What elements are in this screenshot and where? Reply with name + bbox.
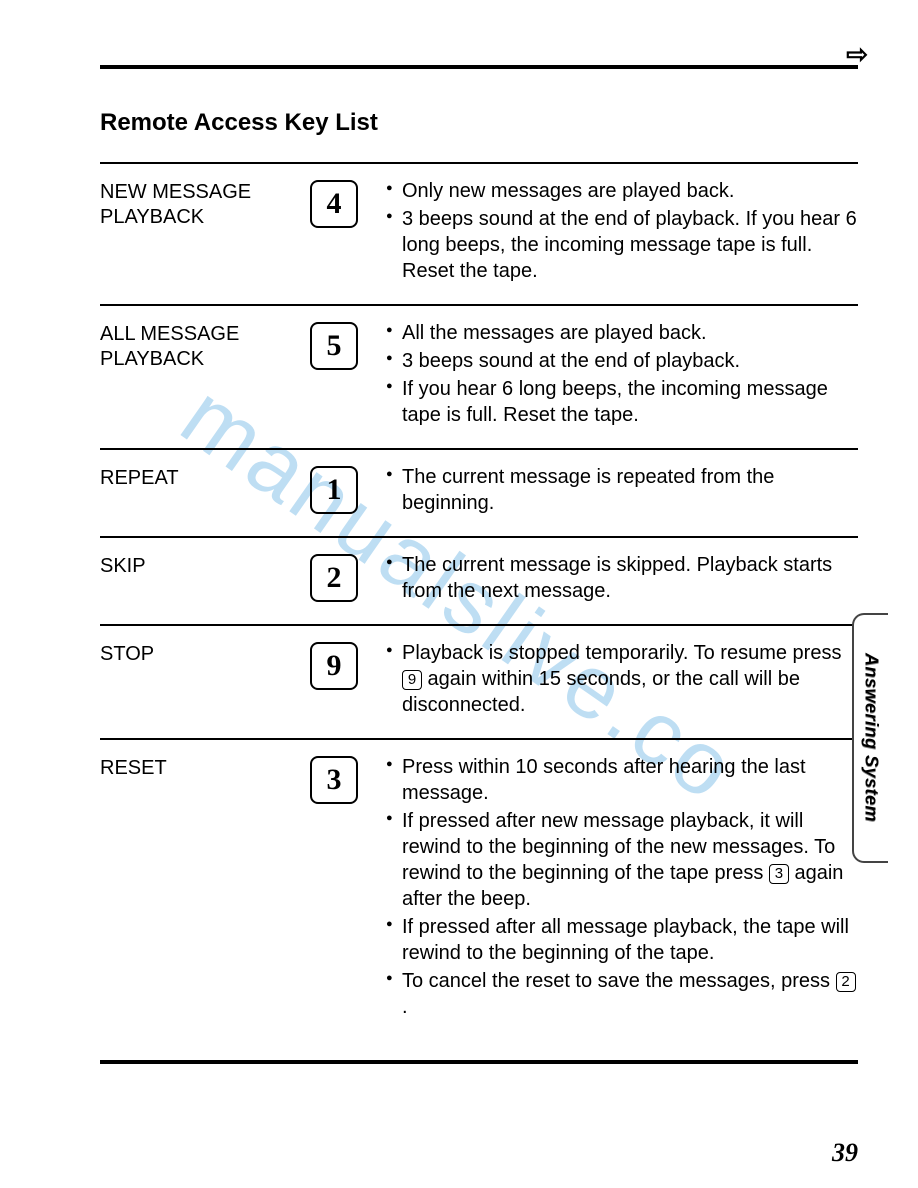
- bullet-item: 3 beeps sound at the end of playback. If…: [386, 206, 858, 284]
- key-icon: 3: [310, 756, 358, 804]
- key-list-table: NEW MESSAGEPLAYBACK4 Only new messages ar…: [100, 162, 858, 1040]
- table-row: NEW MESSAGEPLAYBACK4 Only new messages ar…: [100, 162, 858, 304]
- bullet-item: The current message is repeated from the…: [386, 464, 858, 516]
- bullet-text: again within 15 seconds, or the call wil…: [402, 668, 800, 716]
- table-row: STOP9Playback is stopped temporarily. To…: [100, 624, 858, 738]
- description: Only new messages are played back.3 beep…: [386, 178, 858, 286]
- bullet-item: Playback is stopped temporarily. To resu…: [386, 640, 858, 718]
- function-label: ALL MESSAGEPLAYBACK: [100, 320, 310, 372]
- bullet-item: 3 beeps sound at the end of playback.: [386, 348, 858, 374]
- section-tab-label: Answering System: [861, 653, 882, 822]
- description: Press within 10 seconds after hearing th…: [386, 754, 858, 1022]
- bottom-rule: [100, 1060, 858, 1064]
- section-tab: Answering System: [852, 613, 888, 863]
- bullet-item: To cancel the reset to save the messages…: [386, 968, 858, 1020]
- function-label: STOP: [100, 640, 310, 667]
- bullet-text: .: [402, 996, 408, 1018]
- inline-key-icon: 9: [402, 670, 422, 690]
- table-row: SKIP2 The current message is skipped. Pla…: [100, 536, 858, 624]
- key-icon: 4: [310, 180, 358, 228]
- bullet-item: All the messages are played back.: [386, 320, 858, 346]
- key-icon: 1: [310, 466, 358, 514]
- bullet-text: To cancel the reset to save the messages…: [402, 970, 836, 992]
- bullet-item: If pressed after new message playback, i…: [386, 808, 858, 912]
- top-rule: ⇨: [100, 65, 858, 69]
- next-page-arrow-icon: ⇨: [846, 39, 868, 70]
- bullet-item: Press within 10 seconds after hearing th…: [386, 754, 858, 806]
- table-row: ALL MESSAGEPLAYBACK5 All the messages are…: [100, 304, 858, 448]
- page-container: ⇨ Remote Access Key List NEW MESSAGEPLAY…: [0, 0, 918, 1094]
- description: Playback is stopped temporarily. To resu…: [386, 640, 858, 720]
- table-row: REPEAT1 The current message is repeated f…: [100, 448, 858, 536]
- table-row: RESET3Press within 10 seconds after hear…: [100, 738, 858, 1040]
- function-label: REPEAT: [100, 464, 310, 491]
- key-icon: 5: [310, 322, 358, 370]
- description: The current message is repeated from the…: [386, 464, 858, 518]
- bullet-item: The current message is skipped. Playback…: [386, 552, 858, 604]
- page-title: Remote Access Key List: [100, 109, 858, 137]
- bullet-item: If you hear 6 long beeps, the incoming m…: [386, 376, 858, 428]
- bullet-item: Only new messages are played back.: [386, 178, 858, 204]
- inline-key-icon: 2: [836, 972, 856, 992]
- key-icon: 2: [310, 554, 358, 602]
- function-label: NEW MESSAGEPLAYBACK: [100, 178, 310, 230]
- description: The current message is skipped. Playback…: [386, 552, 858, 606]
- bullet-item: If pressed after all message playback, t…: [386, 914, 858, 966]
- bullet-text: Playback is stopped temporarily. To resu…: [402, 642, 841, 664]
- function-label: SKIP: [100, 552, 310, 579]
- function-label: RESET: [100, 754, 310, 781]
- description: All the messages are played back.3 beeps…: [386, 320, 858, 430]
- key-icon: 9: [310, 642, 358, 690]
- inline-key-icon: 3: [769, 864, 789, 884]
- page-number: 39: [832, 1138, 858, 1168]
